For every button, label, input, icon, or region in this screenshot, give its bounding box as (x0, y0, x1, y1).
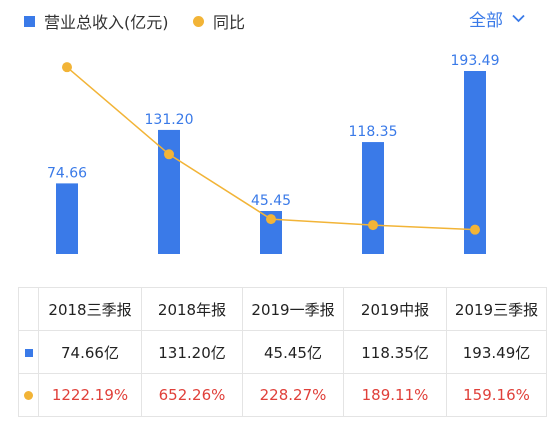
table-cell: 131.20亿 (141, 330, 243, 374)
yoy-dot-icon (193, 15, 204, 27)
period-select-label: 全部 (469, 11, 503, 31)
yoy-point-3[interactable] (266, 214, 276, 225)
table-cell: 74.66亿 (38, 330, 142, 374)
chart-plot: 74.66 131.20 45.45 118.35 193.49 (47, 53, 500, 254)
table-header-cell: 2019一季报 (242, 287, 344, 331)
table-cell: 1222.19% (38, 373, 142, 417)
period-select[interactable]: 全部 (469, 6, 525, 31)
bar-value-label: 118.35 (349, 124, 398, 140)
data-table: 2018三季报 2018年报 2019一季报 2019中报 2019三季报 74… (18, 287, 547, 417)
yoy-marker-cell (18, 373, 39, 417)
legend-yoy-label: 同比 (213, 13, 246, 32)
legend-revenue[interactable]: 营业总收入(亿元) (24, 9, 169, 33)
yoy-point-5[interactable] (470, 224, 480, 235)
table-cell: 189.11% (343, 373, 447, 417)
yoy-dot-icon (24, 391, 33, 400)
revenue-square-icon (24, 15, 35, 27)
table-cell: 228.27% (242, 373, 344, 417)
table-row-yoy: 1222.19% 652.26% 228.27% 189.11% 159.16% (18, 373, 547, 417)
bar-value-label: 131.20 (145, 112, 194, 128)
chevron-down-icon (512, 14, 525, 23)
table-cell: 159.16% (446, 373, 547, 417)
yoy-line-layer (62, 62, 480, 235)
legend-yoy[interactable]: 同比 (193, 9, 245, 33)
table-corner-cell (18, 287, 39, 331)
bar-2[interactable] (158, 129, 180, 254)
table-header-cell: 2019三季报 (446, 287, 547, 331)
bar-1[interactable] (56, 183, 78, 254)
bars-layer: 74.66 131.20 45.45 118.35 193.49 (47, 53, 500, 254)
revenue-marker-cell (18, 330, 39, 374)
yoy-point-1[interactable] (62, 62, 72, 73)
bar-5[interactable] (464, 71, 486, 254)
bar-3[interactable] (260, 211, 282, 254)
bar-value-label: 45.45 (251, 193, 291, 209)
table-cell: 118.35亿 (343, 330, 447, 374)
legend-bar: 营业总收入(亿元) 同比 全部 (0, 0, 549, 40)
table-row-revenue: 74.66亿 131.20亿 45.45亿 118.35亿 193.49亿 (18, 330, 547, 374)
table-cell: 193.49亿 (446, 330, 547, 374)
bar-value-label: 193.49 (451, 53, 500, 69)
bar-4[interactable] (362, 142, 384, 254)
table-cell: 652.26% (141, 373, 243, 417)
table-header-cell: 2018三季报 (38, 287, 142, 331)
table-cell: 45.45亿 (242, 330, 344, 374)
legend-revenue-label: 营业总收入(亿元) (44, 13, 169, 32)
yoy-point-2[interactable] (164, 149, 174, 160)
yoy-point-4[interactable] (368, 220, 378, 231)
table-header-row: 2018三季报 2018年报 2019一季报 2019中报 2019三季报 (18, 287, 547, 331)
revenue-square-icon (24, 349, 33, 357)
table-header-cell: 2018年报 (141, 287, 243, 331)
table-header-cell: 2019中报 (343, 287, 447, 331)
bar-value-label: 74.66 (47, 165, 87, 181)
